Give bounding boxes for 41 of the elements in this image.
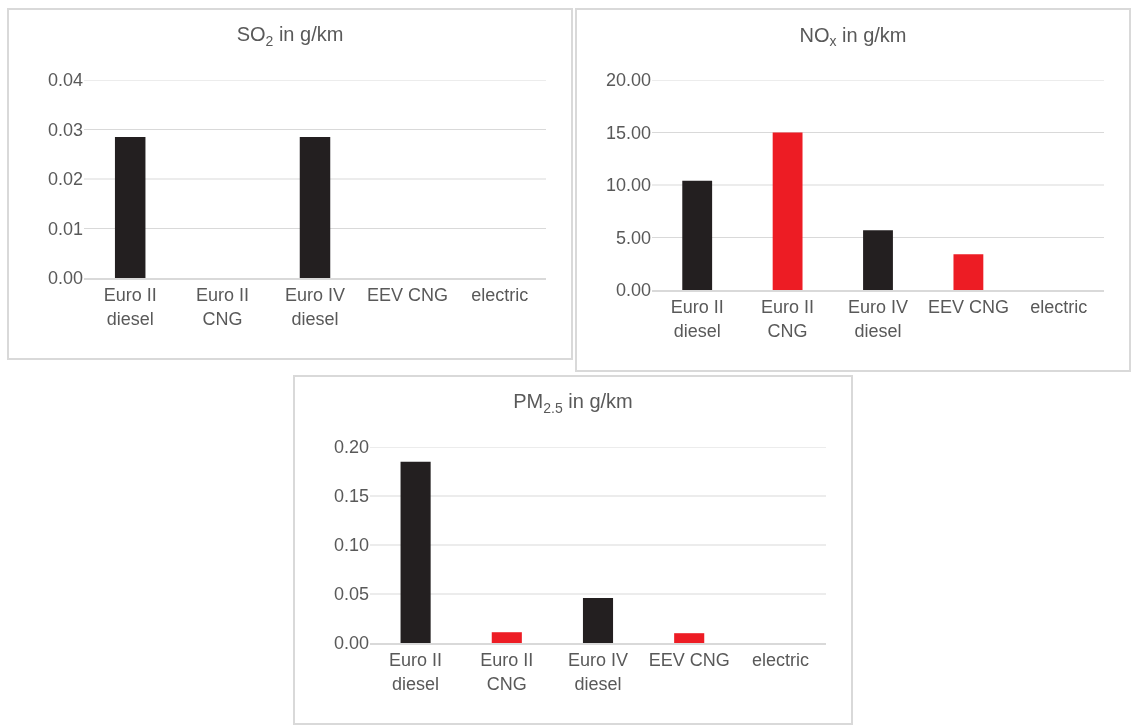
x-tick-label: Euro II CNG (196, 285, 250, 329)
y-tick-label: 0.20 (333, 437, 369, 458)
y-tick-label: 0.00 (333, 633, 369, 654)
x-tick-label: electric (751, 650, 809, 671)
y-tick-label: 0.02 (47, 169, 83, 190)
y-tick-label: 20.00 (605, 70, 651, 91)
y-tick-label: 5.00 (615, 227, 651, 248)
y-tick-label: 0.01 (47, 218, 83, 239)
x-tick-label: Euro IV diesel (567, 650, 629, 694)
x-tick-label: EEV CNG (366, 285, 448, 306)
y-tick-label: 0.15 (333, 486, 369, 507)
chart-title: SO$_{2}$ in g/km (236, 23, 344, 49)
bar (772, 132, 803, 290)
x-tick-label: Euro II CNG (480, 650, 534, 694)
y-tick-label: 0.03 (47, 119, 83, 140)
y-tick-label: 0.10 (333, 535, 369, 556)
x-tick-label: EEV CNG (927, 297, 1009, 318)
x-tick-label: Euro IV diesel (847, 297, 909, 341)
x-tick-label: Euro IV diesel (284, 285, 346, 329)
y-tick-label: 0.00 (47, 268, 83, 289)
x-tick-label: Euro II diesel (103, 285, 157, 329)
bar (400, 461, 431, 643)
x-tick-label: electric (471, 285, 529, 306)
chart-title: PM$_{2.5}$ in g/km (513, 390, 633, 416)
y-tick-label: 0.00 (615, 280, 651, 301)
y-tick-label: 10.00 (605, 175, 651, 196)
y-tick-label: 15.00 (605, 122, 651, 143)
bar (491, 632, 522, 643)
y-tick-label: 0.04 (47, 70, 83, 91)
x-tick-label: electric (1030, 297, 1088, 318)
x-tick-label: Euro II diesel (670, 297, 724, 341)
bar (682, 180, 713, 290)
chart-title: NO$_{x}$ in g/km (799, 24, 907, 50)
x-tick-label: Euro II diesel (389, 650, 443, 694)
y-tick-label: 0.05 (333, 584, 369, 605)
bar (953, 254, 984, 290)
bar (582, 597, 614, 643)
x-tick-label: EEV CNG (648, 650, 730, 671)
bar (863, 230, 893, 290)
bar (674, 633, 705, 643)
x-tick-label: Euro II CNG (761, 297, 815, 341)
